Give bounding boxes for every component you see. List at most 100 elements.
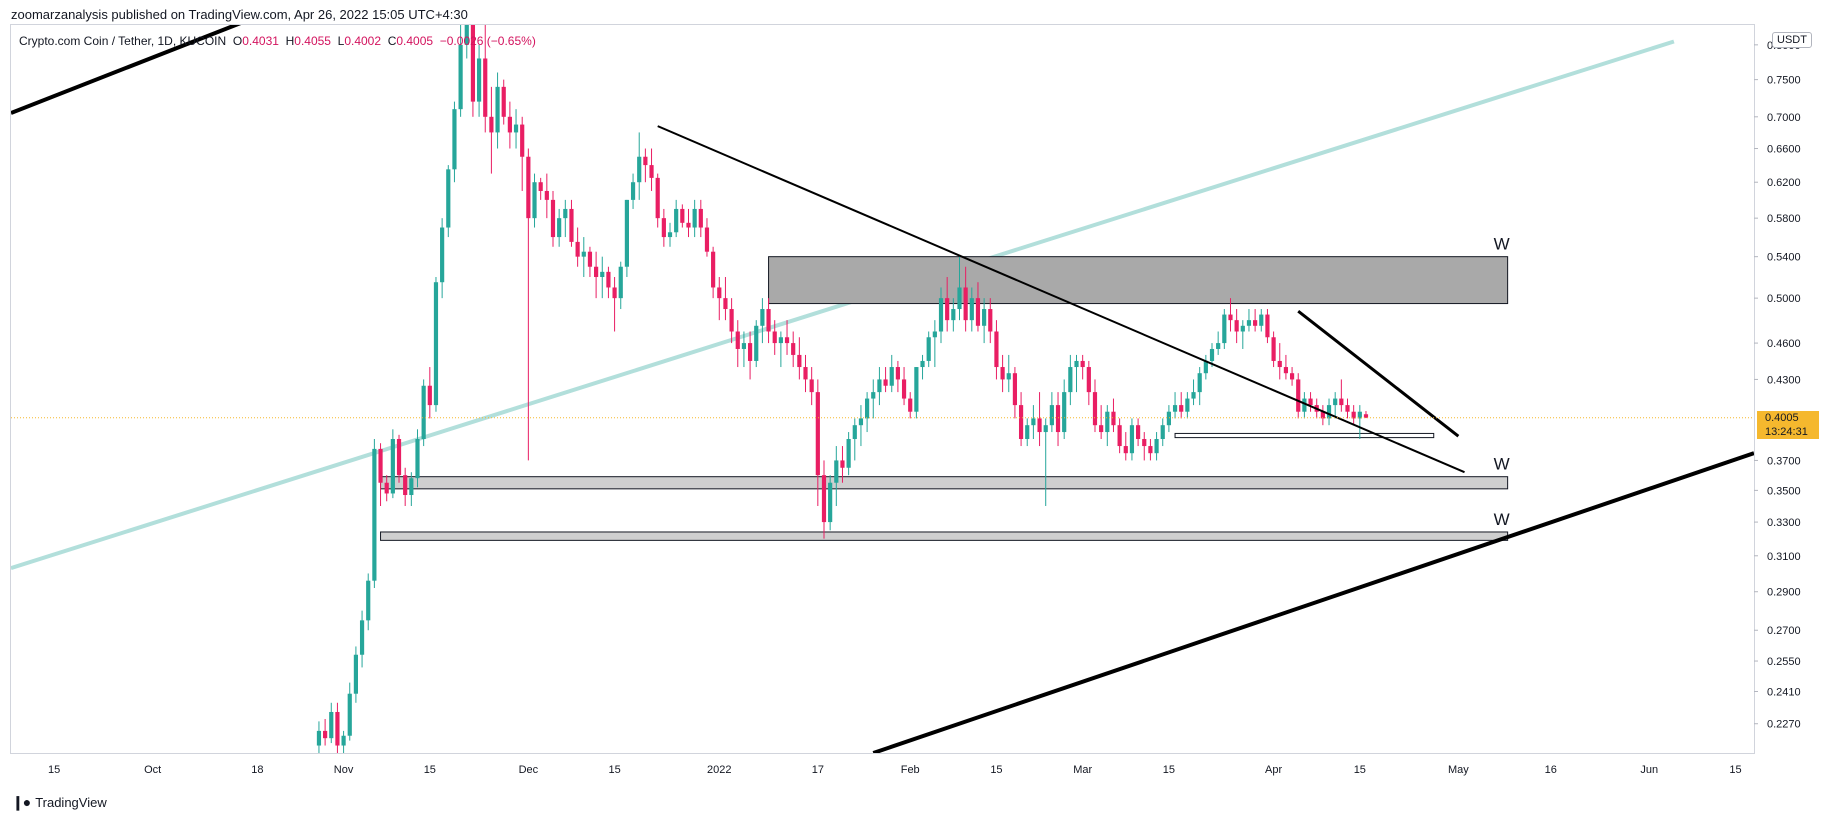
candle-body [1351, 411, 1356, 419]
candle-body [1277, 360, 1282, 368]
candle-body [618, 266, 623, 299]
candle-body [791, 343, 796, 355]
currency-button[interactable]: USDT [1772, 32, 1812, 48]
candle-body [858, 418, 864, 426]
x-tick-label: Apr [1265, 764, 1282, 776]
x-tick-label: 16 [1545, 764, 1557, 776]
candle-body [1154, 439, 1159, 454]
symbol-legend: Crypto.com Coin / Tether, 1D, KUCOIN O0.… [19, 34, 536, 48]
candle-body [366, 580, 371, 621]
candle-body [1289, 373, 1295, 380]
y-tick-label: 0.6200 [1767, 177, 1801, 189]
candle-body [458, 44, 463, 110]
x-tick-label: Feb [901, 764, 920, 776]
candle-body [1228, 314, 1233, 321]
y-tick-label: 0.5400 [1767, 252, 1801, 264]
candle-body [784, 337, 790, 344]
y-tick-label: 0.3100 [1767, 551, 1801, 563]
candle-body [741, 343, 747, 349]
x-tick-label: Dec [519, 764, 539, 776]
candle-body [778, 337, 783, 344]
candle-body [680, 208, 685, 223]
candle-body [649, 165, 654, 178]
candle-body [396, 439, 402, 476]
change-value: −0.0026 (−0.65%) [439, 34, 536, 48]
candle-body [476, 58, 482, 102]
candle-body [538, 182, 543, 191]
candle-body [698, 208, 703, 228]
plot-area: W W W [11, 25, 1754, 753]
chart-frame[interactable] [10, 24, 1755, 754]
candle-body [1246, 320, 1252, 326]
candle-body [606, 271, 611, 288]
candle-body [526, 156, 531, 219]
support-resistance-zone [768, 256, 1509, 305]
candle-body [470, 25, 476, 102]
candle-body [994, 331, 999, 368]
candle-body [384, 482, 389, 494]
bar-countdown-label: 13:24:31 [1757, 424, 1819, 439]
candle-body [1111, 411, 1116, 426]
candle-body [834, 460, 839, 483]
candle-body [760, 309, 765, 326]
close-value: 0.4005 [396, 34, 434, 48]
ohlc-values: O0.4031 H0.4055 L0.4002 C0.4005 −0.0026 … [230, 34, 536, 48]
x-tick-label: May [1448, 764, 1469, 776]
candle-body [1025, 425, 1030, 440]
candle-body [938, 298, 944, 332]
candle-body [600, 271, 605, 278]
candle-body [1148, 446, 1153, 454]
y-tick-label: 0.2900 [1767, 587, 1801, 599]
y-tick-label: 0.2550 [1767, 656, 1801, 668]
y-tick-label: 0.3500 [1767, 485, 1801, 497]
y-tick-label: 0.4600 [1767, 338, 1801, 350]
candle-body [1197, 373, 1202, 393]
candle-body [335, 711, 340, 746]
candle-body [403, 475, 408, 496]
candle-body [1062, 392, 1067, 433]
candle-body [637, 156, 642, 183]
candle-body [507, 116, 512, 133]
candle-body [957, 287, 962, 310]
x-tick-label: Mar [1073, 764, 1092, 776]
footer-brand[interactable]: ❙● TradingView [12, 792, 107, 812]
candle-body [803, 367, 808, 380]
candle-body [1172, 405, 1178, 412]
candle-body [390, 439, 395, 494]
candle-body [1253, 320, 1258, 326]
x-tick-label: 15 [608, 764, 620, 776]
candle-body [1136, 425, 1141, 440]
candle-body [895, 367, 900, 380]
y-tick-label: 0.5800 [1767, 213, 1801, 225]
candle-body [1216, 343, 1221, 349]
candle-body [1271, 337, 1276, 361]
candle-body [1049, 405, 1054, 426]
candle-body [1000, 367, 1005, 380]
trend-line [1297, 310, 1460, 438]
x-tick-label: Jun [1640, 764, 1658, 776]
x-tick-label: 15 [990, 764, 1002, 776]
candle-body [1209, 348, 1215, 361]
candle-body [594, 266, 599, 278]
candle-body [569, 208, 574, 242]
candle-body [1345, 405, 1350, 412]
candle-body [446, 169, 451, 228]
candle-body [329, 711, 334, 739]
candle-body [883, 379, 888, 386]
candle-body [347, 693, 352, 736]
tradingview-logo-icon: ❙● [12, 793, 31, 810]
candle-body [1080, 360, 1085, 368]
candle-body [415, 439, 420, 479]
candle-body [1012, 373, 1018, 406]
support-resistance-zone [1174, 432, 1435, 439]
y-tick-label: 0.4300 [1767, 374, 1801, 386]
publisher-info: zoomarzanalysis published on TradingView… [11, 7, 468, 22]
candle-body [1191, 392, 1196, 399]
low-label: L [337, 34, 345, 48]
candle-body [1357, 411, 1362, 419]
candle-body [840, 460, 845, 468]
candle-body [1037, 418, 1042, 433]
candle-body [1123, 446, 1128, 454]
y-tick-label: 0.7000 [1767, 112, 1801, 124]
